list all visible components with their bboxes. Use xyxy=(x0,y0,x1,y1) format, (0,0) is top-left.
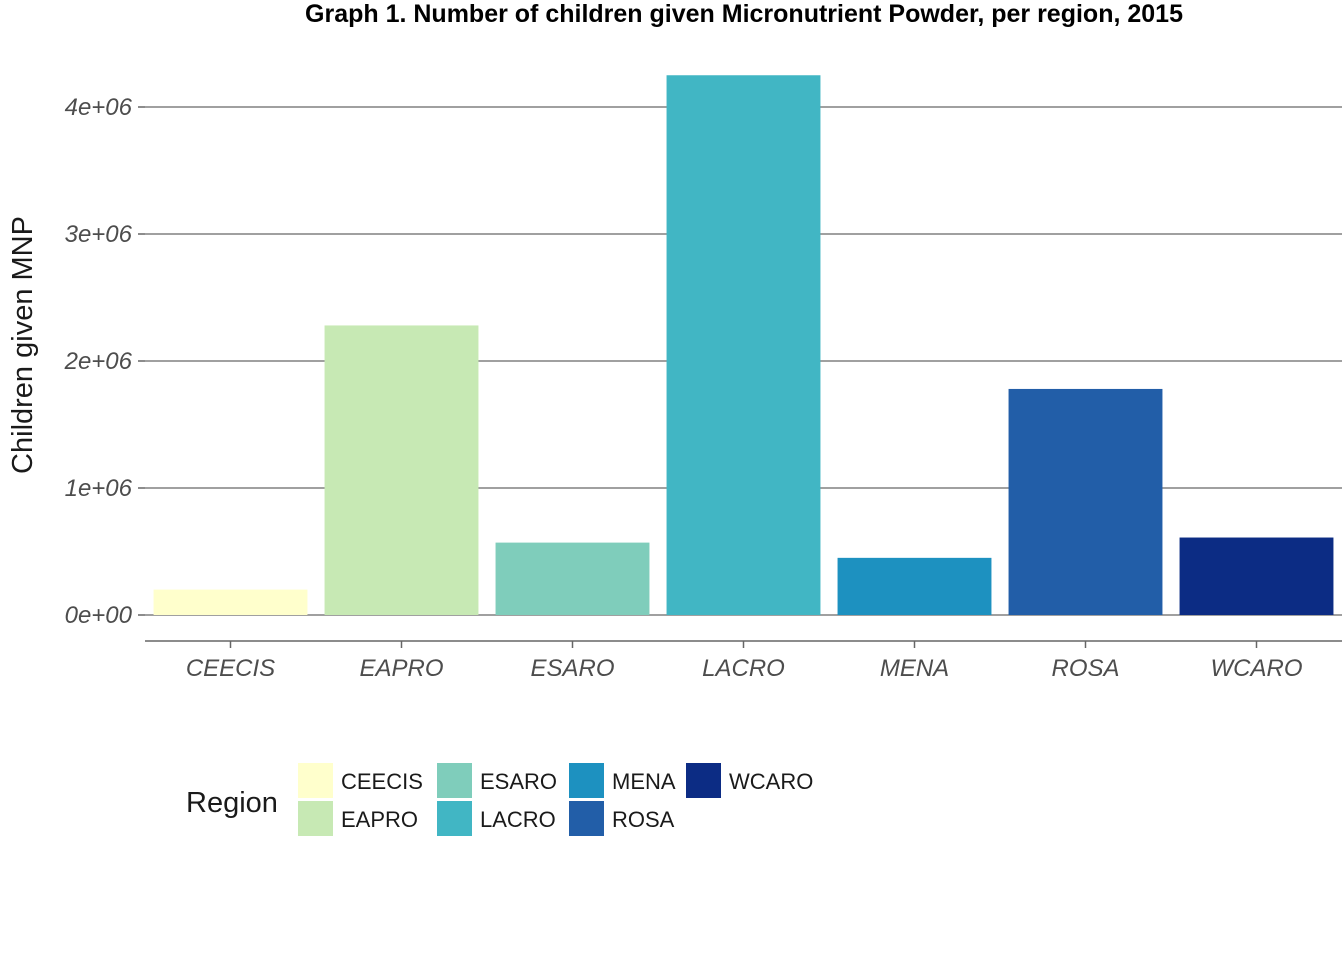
legend-label-rosa: ROSA xyxy=(612,807,675,832)
y-tick-label: 3e+06 xyxy=(65,221,133,248)
x-tick-label: ROSA xyxy=(1051,655,1119,682)
x-tick-label: MENA xyxy=(880,655,949,682)
bar-esaro xyxy=(495,542,650,615)
x-tick-label: EAPRO xyxy=(359,655,443,682)
legend: Region CEECIS EAPRO ESARO LACRO MENA ROSA WCAR… xyxy=(186,763,813,836)
legend-swatch-ceecis xyxy=(298,763,333,798)
x-tick-label: ESARO xyxy=(530,655,614,682)
y-tick-label: 1e+06 xyxy=(65,475,133,502)
legend-label-esaro: ESARO xyxy=(480,769,557,794)
legend-swatch-mena xyxy=(569,763,604,798)
bar-eapro xyxy=(324,325,479,615)
bar-ceecis xyxy=(153,589,308,615)
legend-label-lacro: LACRO xyxy=(480,807,556,832)
bar-rosa xyxy=(1008,388,1163,615)
y-axis-label: Children given MNP xyxy=(7,216,39,474)
y-tick-label: 4e+06 xyxy=(65,94,133,121)
legend-swatch-eapro xyxy=(298,801,333,836)
x-tick-label: WCARO xyxy=(1211,655,1303,682)
legend-label-wcaro: WCARO xyxy=(729,769,813,794)
x-tick-label: LACRO xyxy=(702,655,785,682)
chart-title: Graph 1. Number of children given Micron… xyxy=(305,0,1183,28)
legend-label-mena: MENA xyxy=(612,769,676,794)
legend-title: Region xyxy=(186,787,278,819)
x-tick-label: CEECIS xyxy=(186,655,275,682)
legend-swatch-esaro xyxy=(437,763,472,798)
y-tick-label: 0e+00 xyxy=(65,602,133,629)
legend-swatch-lacro xyxy=(437,801,472,836)
y-tick-label: 2e+06 xyxy=(64,348,133,375)
bar-mena xyxy=(837,557,992,615)
legend-swatch-wcaro xyxy=(686,763,721,798)
legend-swatch-rosa xyxy=(569,801,604,836)
legend-label-eapro: EAPRO xyxy=(341,807,418,832)
x-axis-ticks: CEECIS EAPRO ESARO LACRO MENA ROSA WCARO xyxy=(186,641,1303,682)
legend-label-ceecis: CEECIS xyxy=(341,769,423,794)
bars xyxy=(153,75,1334,615)
bar-wcaro xyxy=(1179,537,1334,615)
bar-lacro xyxy=(666,75,821,615)
y-axis-ticks: 0e+00 1e+06 2e+06 3e+06 4e+06 xyxy=(64,94,145,629)
